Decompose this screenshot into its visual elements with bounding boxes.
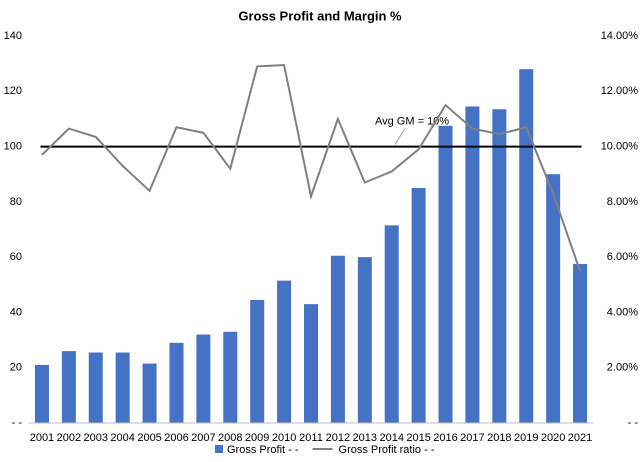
y-tick-label: 100 — [4, 140, 22, 152]
x-tick-label: 2011 — [299, 432, 323, 444]
x-tick-label: 2007 — [191, 432, 215, 444]
y2-tick-label: 2.00% — [607, 362, 638, 374]
bar — [438, 125, 453, 423]
y-tick-label: 120 — [4, 85, 22, 97]
bar — [546, 174, 561, 423]
bar — [411, 188, 426, 423]
bar — [34, 364, 49, 423]
y-tick-label: 20 — [10, 362, 22, 374]
y-tick-label: 80 — [10, 196, 22, 208]
bar — [223, 331, 238, 423]
x-tick-label: 2010 — [272, 432, 296, 444]
x-tick-label: 2006 — [164, 432, 188, 444]
bar — [304, 304, 318, 423]
x-tick-label: 2019 — [514, 432, 538, 444]
x-tick-label: 2008 — [218, 432, 242, 444]
y-tick-label: 40 — [10, 306, 22, 318]
x-tick-label: 2001 — [30, 432, 54, 444]
x-tick-label: 2004 — [110, 432, 134, 444]
x-tick-label: 2018 — [487, 432, 511, 444]
x-tick-label: 2016 — [433, 432, 457, 444]
x-tick-label: 2012 — [326, 432, 350, 444]
bar — [250, 299, 265, 423]
x-tick-label: 2005 — [137, 432, 161, 444]
x-tick-label: 2020 — [541, 432, 565, 444]
y-tick-label: 60 — [10, 251, 22, 263]
bar — [492, 109, 507, 423]
bar — [115, 352, 130, 423]
y-tick-label: 140 — [4, 30, 22, 42]
bar — [357, 257, 372, 423]
x-tick-label: 2021 — [568, 432, 592, 444]
x-tick-label: 2009 — [245, 432, 269, 444]
bar — [384, 225, 399, 423]
bar — [88, 352, 103, 423]
x-tick-label: 2014 — [379, 432, 403, 444]
bar — [573, 264, 588, 423]
bar — [277, 280, 292, 423]
y-tick-label: - - — [12, 417, 23, 429]
x-tick-label: 2015 — [406, 432, 430, 444]
bar — [169, 342, 184, 423]
annotation: Avg GM = 10% — [375, 115, 449, 127]
y2-tick-label: 8.00% — [607, 196, 638, 208]
legend-label: Gross Profit ratio - - — [339, 444, 435, 456]
x-tick-label: 2003 — [84, 432, 108, 444]
chart-title: Gross Profit and Margin % — [238, 8, 402, 23]
y2-tick-label: 12.00% — [601, 85, 639, 97]
bar — [330, 255, 345, 423]
y2-tick-label: 4.00% — [607, 306, 638, 318]
bar — [196, 334, 211, 423]
bar — [465, 106, 480, 423]
legend-label: Gross Profit - - — [227, 444, 299, 456]
y2-tick-label: 6.00% — [607, 251, 638, 263]
line — [41, 63, 581, 272]
bar — [61, 351, 76, 423]
annotation-leader — [394, 128, 406, 145]
legend-swatch — [215, 445, 223, 453]
y2-tick-label: 14.00% — [601, 30, 639, 42]
x-tick-label: 2013 — [353, 432, 377, 444]
y2-tick-label: 10.00% — [601, 140, 639, 152]
x-tick-label: 2017 — [460, 432, 484, 444]
x-tick-label: 2002 — [57, 432, 81, 444]
bar — [519, 69, 534, 424]
y2-tick-label: - - — [628, 417, 639, 429]
bar — [142, 363, 157, 423]
